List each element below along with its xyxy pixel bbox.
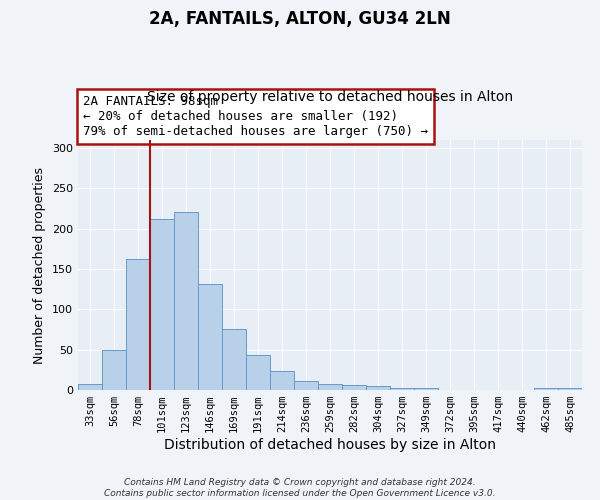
- Text: Contains HM Land Registry data © Crown copyright and database right 2024.
Contai: Contains HM Land Registry data © Crown c…: [104, 478, 496, 498]
- Bar: [294, 381, 318, 390]
- Text: 2A, FANTAILS, ALTON, GU34 2LN: 2A, FANTAILS, ALTON, GU34 2LN: [149, 10, 451, 28]
- Y-axis label: Number of detached properties: Number of detached properties: [34, 166, 46, 364]
- Bar: [102, 350, 126, 390]
- Bar: [126, 258, 150, 390]
- Bar: [78, 384, 102, 390]
- Bar: [198, 284, 222, 390]
- Bar: [342, 385, 366, 390]
- Bar: [222, 328, 246, 390]
- Bar: [318, 384, 342, 390]
- X-axis label: Distribution of detached houses by size in Alton: Distribution of detached houses by size …: [164, 438, 496, 452]
- Bar: [150, 219, 174, 390]
- Bar: [174, 212, 198, 390]
- Bar: [366, 386, 390, 390]
- Bar: [270, 370, 294, 390]
- Text: 2A FANTAILS: 98sqm
← 20% of detached houses are smaller (192)
79% of semi-detach: 2A FANTAILS: 98sqm ← 20% of detached hou…: [83, 95, 428, 138]
- Bar: [390, 388, 414, 390]
- Bar: [534, 388, 558, 390]
- Title: Size of property relative to detached houses in Alton: Size of property relative to detached ho…: [147, 90, 513, 104]
- Bar: [558, 388, 582, 390]
- Bar: [414, 388, 438, 390]
- Bar: [246, 354, 270, 390]
